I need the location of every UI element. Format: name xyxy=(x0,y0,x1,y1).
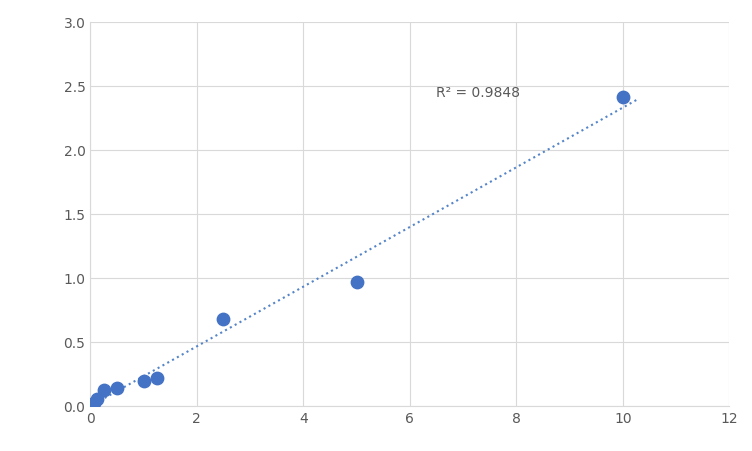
Point xyxy=(98,387,110,394)
Point xyxy=(91,396,103,403)
Point xyxy=(151,374,163,382)
Point xyxy=(138,378,150,385)
Point xyxy=(84,402,96,410)
Point xyxy=(87,400,99,407)
Point xyxy=(350,278,362,285)
Point xyxy=(617,94,629,101)
Point xyxy=(111,384,123,391)
Point xyxy=(217,315,229,322)
Text: R² = 0.9848: R² = 0.9848 xyxy=(436,86,520,100)
